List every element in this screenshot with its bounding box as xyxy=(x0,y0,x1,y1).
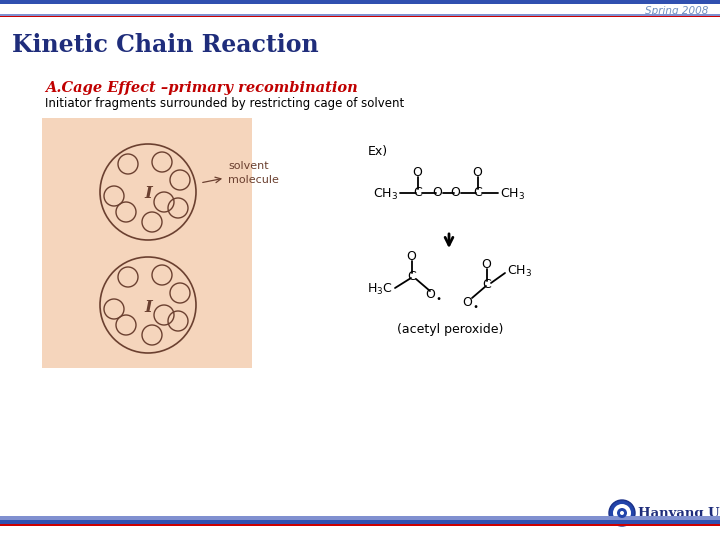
Text: $\rm O$: $\rm O$ xyxy=(451,186,462,199)
Bar xyxy=(0,524,720,526)
Text: $\rm O$: $\rm O$ xyxy=(426,287,436,300)
Circle shape xyxy=(617,508,627,518)
Bar xyxy=(0,16,720,17)
Text: Hanyang Univ: Hanyang Univ xyxy=(638,507,720,519)
Text: $\rm C$: $\rm C$ xyxy=(413,186,423,199)
Text: $\rm CH_3$: $\rm CH_3$ xyxy=(373,186,398,201)
Text: $\rm O$: $\rm O$ xyxy=(482,259,492,272)
Text: $\rm O$: $\rm O$ xyxy=(406,251,418,264)
Text: $\rm C$: $\rm C$ xyxy=(473,186,483,199)
Text: $\rm C$: $\rm C$ xyxy=(482,279,492,292)
Text: $\rm C$: $\rm C$ xyxy=(407,271,417,284)
Text: I: I xyxy=(144,186,152,202)
Circle shape xyxy=(620,511,624,515)
Text: $\bullet$: $\bullet$ xyxy=(472,300,478,310)
Text: Kinetic Chain Reaction: Kinetic Chain Reaction xyxy=(12,33,319,57)
Circle shape xyxy=(613,504,631,522)
Text: Ex): Ex) xyxy=(368,145,388,159)
Text: (acetyl peroxide): (acetyl peroxide) xyxy=(397,323,503,336)
Bar xyxy=(0,516,720,520)
Text: $\rm CH_3$: $\rm CH_3$ xyxy=(500,186,525,201)
Bar xyxy=(0,0,720,4)
Text: $\rm O$: $\rm O$ xyxy=(433,186,444,199)
Bar xyxy=(0,520,720,524)
Text: Spring 2008: Spring 2008 xyxy=(644,6,708,16)
Text: $\rm H_3C$: $\rm H_3C$ xyxy=(367,281,393,296)
Text: $\bullet$: $\bullet$ xyxy=(435,292,441,302)
Text: $\rm O$: $\rm O$ xyxy=(472,166,484,179)
Text: $\rm CH_3$: $\rm CH_3$ xyxy=(507,264,532,279)
Bar xyxy=(0,14,720,16)
Text: Initiator fragments surrounded by restricting cage of solvent: Initiator fragments surrounded by restri… xyxy=(45,97,404,110)
Text: I: I xyxy=(144,299,152,315)
Text: $\rm O$: $\rm O$ xyxy=(413,166,423,179)
Circle shape xyxy=(609,500,635,526)
Bar xyxy=(42,118,252,368)
Text: solvent
molecule: solvent molecule xyxy=(228,161,279,185)
Text: $\rm O$: $\rm O$ xyxy=(462,295,474,308)
Text: A.Cage Effect –primary recombination: A.Cage Effect –primary recombination xyxy=(45,81,358,95)
